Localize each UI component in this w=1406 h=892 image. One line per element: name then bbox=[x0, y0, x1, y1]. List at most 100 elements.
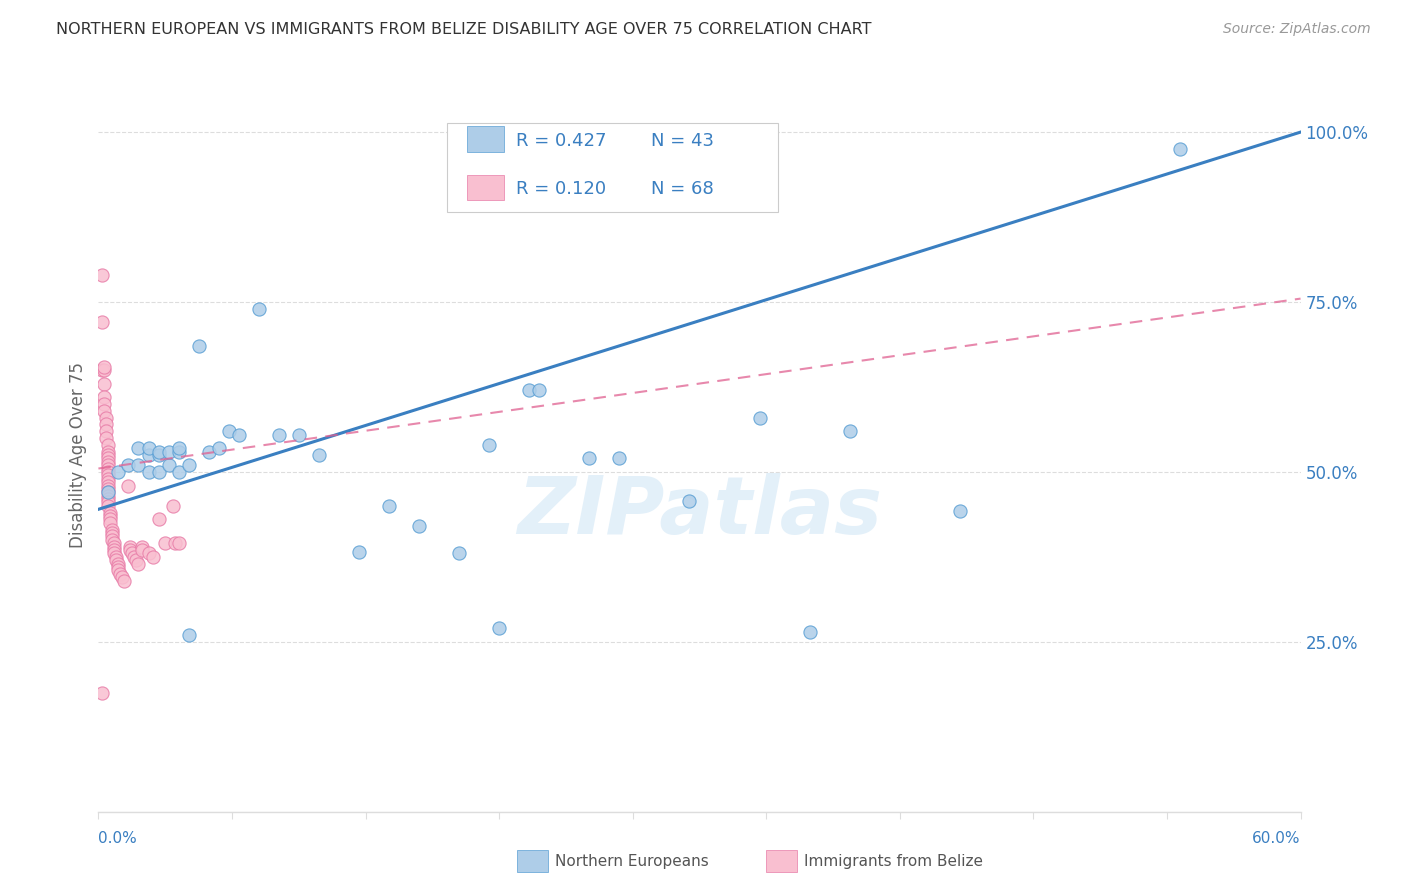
Point bbox=[97, 472, 120, 486]
Point bbox=[308, 448, 330, 462]
Point bbox=[478, 438, 501, 452]
Point bbox=[163, 536, 186, 550]
Point bbox=[124, 549, 146, 564]
Bar bbox=[467, 126, 503, 152]
Point bbox=[117, 458, 139, 472]
Point bbox=[97, 485, 120, 500]
Point bbox=[162, 499, 184, 513]
Point bbox=[148, 512, 170, 526]
Point bbox=[97, 465, 120, 479]
Point bbox=[101, 526, 124, 541]
Point bbox=[157, 444, 180, 458]
Point bbox=[187, 339, 209, 353]
Point bbox=[1170, 142, 1192, 156]
Point bbox=[799, 624, 821, 639]
Point bbox=[228, 427, 250, 442]
Point bbox=[128, 441, 150, 455]
Point bbox=[128, 557, 150, 571]
Point bbox=[91, 363, 114, 377]
FancyBboxPatch shape bbox=[447, 123, 778, 212]
Point bbox=[517, 384, 540, 398]
Point bbox=[138, 465, 160, 479]
Point bbox=[125, 553, 148, 567]
Point bbox=[93, 397, 115, 411]
Point bbox=[148, 444, 170, 458]
Point bbox=[96, 417, 118, 432]
Point bbox=[167, 444, 190, 458]
Point bbox=[218, 424, 240, 438]
Point bbox=[197, 444, 219, 458]
Point bbox=[103, 543, 125, 558]
Text: Northern Europeans: Northern Europeans bbox=[555, 855, 709, 869]
Point bbox=[408, 519, 430, 533]
Text: N = 68: N = 68 bbox=[651, 180, 714, 198]
Point bbox=[167, 536, 190, 550]
Point bbox=[93, 359, 115, 374]
Point bbox=[678, 494, 700, 508]
Point bbox=[101, 523, 124, 537]
Point bbox=[97, 448, 120, 462]
Point bbox=[97, 451, 120, 466]
Point bbox=[107, 557, 129, 571]
Point bbox=[578, 451, 600, 466]
Point bbox=[120, 543, 142, 558]
Point bbox=[91, 315, 114, 329]
Point bbox=[447, 546, 470, 560]
Point bbox=[107, 465, 129, 479]
Point bbox=[105, 553, 128, 567]
Point bbox=[609, 451, 631, 466]
Point bbox=[100, 512, 122, 526]
Point bbox=[103, 540, 125, 554]
Point bbox=[288, 427, 311, 442]
Point bbox=[247, 301, 270, 316]
Point bbox=[208, 441, 231, 455]
Point bbox=[128, 458, 150, 472]
Point bbox=[267, 427, 290, 442]
Point bbox=[177, 628, 200, 642]
Point bbox=[378, 499, 401, 513]
Point bbox=[93, 363, 115, 377]
Point bbox=[148, 465, 170, 479]
Point bbox=[97, 478, 120, 492]
Point bbox=[97, 495, 120, 509]
Text: Source: ZipAtlas.com: Source: ZipAtlas.com bbox=[1223, 22, 1371, 37]
Point bbox=[101, 529, 124, 543]
Point bbox=[100, 516, 122, 530]
Point bbox=[96, 410, 118, 425]
Bar bbox=[467, 175, 503, 200]
Point bbox=[97, 485, 120, 500]
Point bbox=[93, 390, 115, 404]
Point bbox=[97, 461, 120, 475]
Text: NORTHERN EUROPEAN VS IMMIGRANTS FROM BELIZE DISABILITY AGE OVER 75 CORRELATION C: NORTHERN EUROPEAN VS IMMIGRANTS FROM BEL… bbox=[56, 22, 872, 37]
Point bbox=[141, 549, 163, 564]
Point bbox=[93, 403, 115, 417]
Text: 60.0%: 60.0% bbox=[1253, 831, 1301, 846]
Point bbox=[110, 566, 132, 581]
Point bbox=[101, 533, 124, 547]
Point bbox=[97, 482, 120, 496]
Point bbox=[138, 448, 160, 462]
Text: ZIPatlas: ZIPatlas bbox=[517, 473, 882, 551]
Point bbox=[93, 376, 115, 391]
Y-axis label: Disability Age Over 75: Disability Age Over 75 bbox=[69, 362, 87, 548]
Text: R = 0.427: R = 0.427 bbox=[516, 132, 606, 150]
Point bbox=[120, 540, 142, 554]
Point bbox=[114, 574, 136, 588]
Point bbox=[111, 570, 134, 584]
Point bbox=[838, 424, 860, 438]
Point bbox=[131, 543, 153, 558]
Point bbox=[347, 545, 370, 559]
Point bbox=[97, 444, 120, 458]
Point bbox=[167, 465, 190, 479]
Text: Immigrants from Belize: Immigrants from Belize bbox=[804, 855, 983, 869]
Point bbox=[121, 546, 143, 560]
Point bbox=[97, 475, 120, 489]
Point bbox=[91, 268, 114, 282]
Text: 0.0%: 0.0% bbox=[98, 831, 138, 846]
Point bbox=[103, 536, 125, 550]
Point bbox=[117, 478, 139, 492]
Point bbox=[100, 506, 122, 520]
Point bbox=[529, 384, 551, 398]
Point bbox=[97, 438, 120, 452]
Point bbox=[138, 546, 160, 560]
